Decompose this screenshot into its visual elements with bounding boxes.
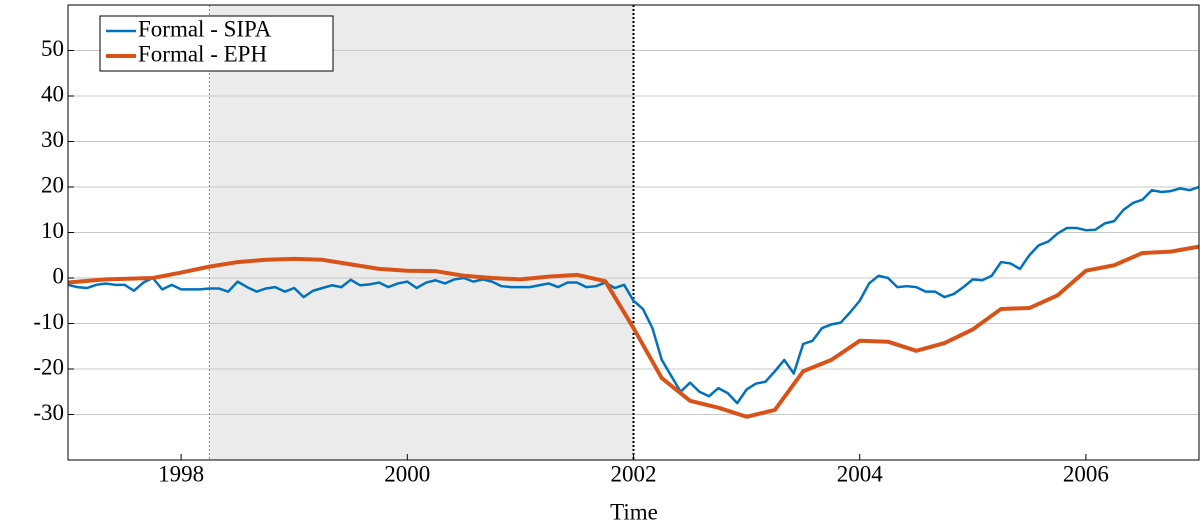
y-tick-label: 20: [41, 172, 64, 197]
legend-label: Formal - EPH: [138, 41, 267, 66]
x-tick-label: 2000: [384, 461, 430, 486]
legend-label: Formal - SIPA: [138, 16, 272, 41]
x-tick-label: 2004: [837, 461, 884, 486]
y-tick-label: 50: [41, 36, 64, 61]
line-series: [67, 185, 1200, 405]
plot-frame: [67, 4, 1200, 461]
y-tick-label: 40: [41, 81, 64, 106]
y-tick-label: -30: [33, 400, 64, 425]
x-axis-label: Time: [610, 499, 658, 524]
y-tick-label: -20: [33, 354, 64, 379]
y-tick-label: 10: [41, 218, 64, 243]
y-tick-label: 30: [41, 127, 64, 152]
y-tick-label: -10: [33, 309, 64, 334]
x-tick-label: 2002: [611, 461, 657, 486]
legend-box: [99, 15, 334, 72]
line-series: [67, 244, 1200, 419]
x-tick-label: 2006: [1063, 461, 1109, 486]
x-tick-label: 1998: [158, 461, 204, 486]
y-tick-label: 0: [53, 263, 65, 288]
